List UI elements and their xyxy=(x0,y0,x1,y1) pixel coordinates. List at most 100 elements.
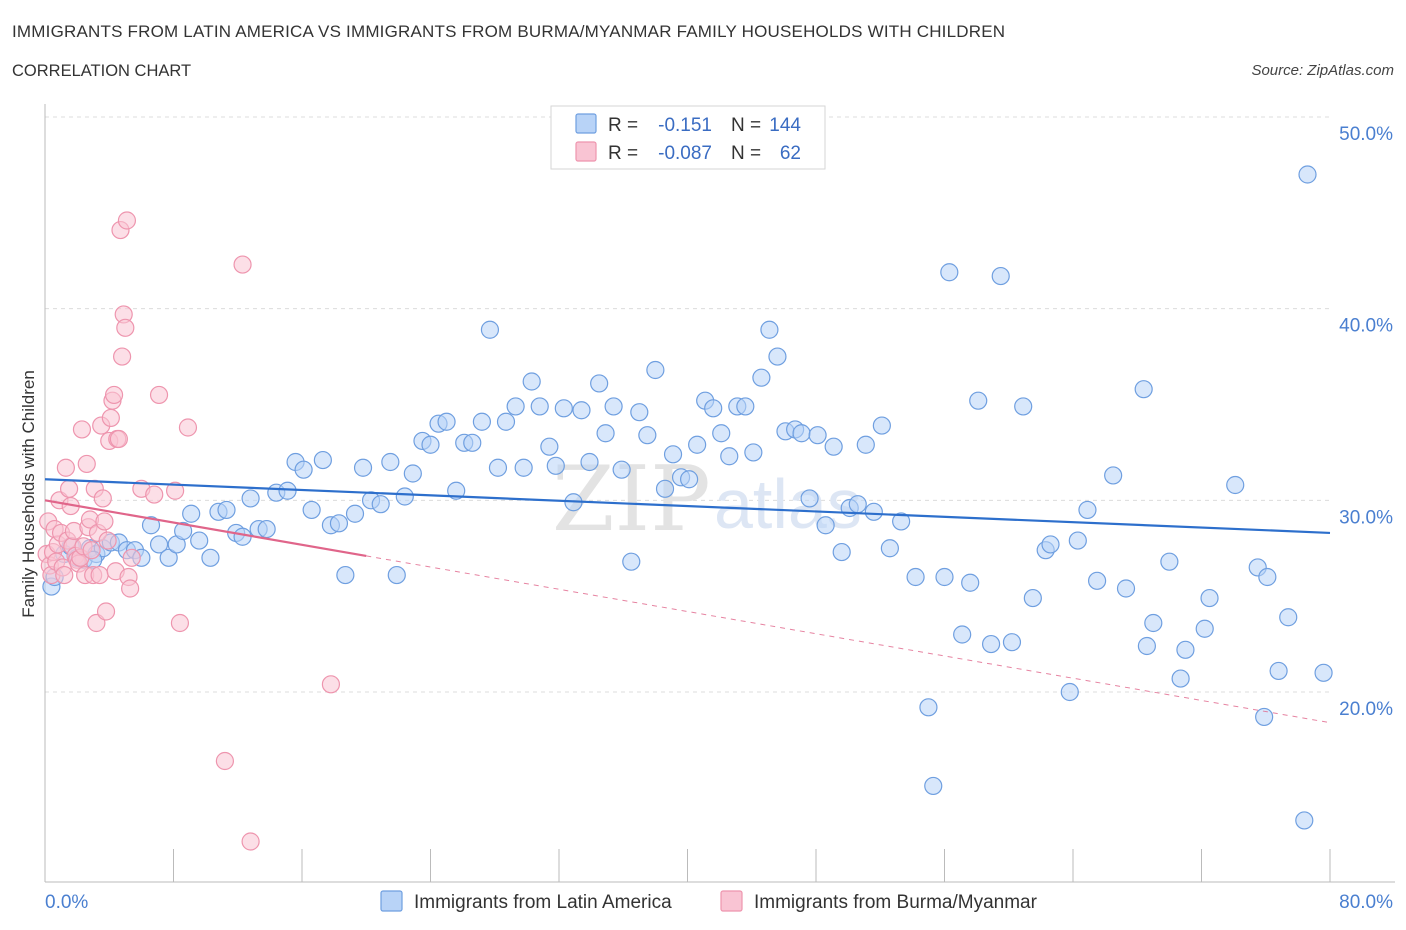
latin-america-point xyxy=(257,519,276,539)
latin-america-point xyxy=(1176,640,1195,659)
latin-america-point xyxy=(906,567,925,587)
latin-america-point xyxy=(704,399,723,418)
stats-n-value-latin: 144 xyxy=(769,115,801,136)
latin-america-point xyxy=(808,426,827,445)
chart-title: IMMIGRANTS FROM LATIN AMERICA VS IMMIGRA… xyxy=(12,22,1006,41)
burma-myanmar-point xyxy=(166,481,185,500)
latin-america-point xyxy=(141,516,161,535)
latin-america-point xyxy=(872,416,891,435)
latin-america-point xyxy=(792,424,811,443)
latin-america-point xyxy=(638,426,657,445)
gridlines xyxy=(45,116,1330,693)
legend-swatch-burma xyxy=(720,890,743,912)
stats-r-value-burma: -0.087 xyxy=(658,143,712,164)
latin-america-point xyxy=(1002,633,1022,652)
latin-america-point xyxy=(336,565,355,585)
burma-myanmar-point xyxy=(59,479,79,498)
latin-america-point xyxy=(278,481,297,500)
latin-america-point xyxy=(612,460,631,479)
stats-box: R = -0.151 N = 144 R = -0.087 N = 62 xyxy=(550,105,826,170)
latin-america-point xyxy=(1087,571,1107,590)
latin-america-point xyxy=(1226,475,1245,495)
legend: Immigrants from Latin America Immigrants… xyxy=(380,890,1038,913)
latin-america-point xyxy=(580,452,599,472)
latin-america-point xyxy=(961,573,980,592)
stats-n-value-burma: 62 xyxy=(780,143,801,164)
latin-america-point xyxy=(371,495,390,514)
latin-america-point xyxy=(712,424,731,443)
latin-america-point xyxy=(345,504,365,523)
latin-america-point xyxy=(1279,608,1298,627)
latin-america-point xyxy=(546,456,565,475)
latin-america-point xyxy=(981,634,1001,654)
stats-swatch-latin xyxy=(575,113,597,134)
latin-america-point xyxy=(832,542,851,562)
latin-america-point xyxy=(1160,552,1179,571)
latin-america-point xyxy=(940,263,959,282)
latin-america-point xyxy=(800,489,819,508)
latin-america-point xyxy=(395,487,414,506)
latin-america-point xyxy=(387,565,406,585)
trendline-burma-myanmar xyxy=(44,499,367,558)
stats-r-label-latin: R = xyxy=(608,115,638,136)
latin-america-point xyxy=(919,698,938,717)
burma-myanmar-point xyxy=(77,454,96,474)
latin-america-point xyxy=(1200,588,1219,608)
latin-america-point xyxy=(768,347,787,366)
burma-myanmar-point xyxy=(149,385,169,405)
latin-america-point xyxy=(1298,165,1317,184)
latin-america-point xyxy=(496,412,516,431)
latin-america-point xyxy=(736,397,755,416)
stats-n-label-burma: N = xyxy=(731,143,761,164)
latin-america-point xyxy=(174,521,193,541)
latin-america-point xyxy=(824,437,843,456)
latin-america-point xyxy=(953,625,972,644)
latin-america-point xyxy=(1269,661,1288,681)
latin-america-point xyxy=(217,500,236,520)
latin-america-point xyxy=(421,435,440,454)
latin-america-point xyxy=(463,433,482,452)
burma-myanmar-point xyxy=(104,385,124,405)
burma-myanmar-point xyxy=(72,420,92,439)
latin-america-point xyxy=(572,401,591,420)
y-tick-label: 40.0% xyxy=(1339,316,1393,337)
stats-swatch-burma xyxy=(575,141,597,162)
latin-america-point xyxy=(182,504,201,523)
latin-america-point xyxy=(1023,588,1042,608)
latin-america-point xyxy=(313,450,332,470)
trendlines xyxy=(44,478,1331,724)
latin-america-point xyxy=(596,424,615,443)
burma-myanmar-point xyxy=(178,418,198,437)
latin-america-point xyxy=(437,412,456,431)
latin-america-point xyxy=(848,495,867,514)
burma-myanmar-point xyxy=(112,347,132,366)
latin-america-point xyxy=(604,397,623,416)
latin-america-point xyxy=(1255,707,1274,727)
latin-america-point xyxy=(201,548,220,567)
latin-america-point xyxy=(752,368,771,387)
burma-myanmar-point xyxy=(90,565,109,585)
latin-america-point xyxy=(622,552,641,571)
latin-america-point xyxy=(856,435,875,454)
latin-america-point xyxy=(447,481,466,500)
trendline-burma-myanmar-extension xyxy=(366,555,1331,724)
y-tick-label: 20.0% xyxy=(1339,699,1393,720)
latin-america-point xyxy=(190,531,209,550)
latin-america-point xyxy=(760,320,779,339)
burma-myanmar-point xyxy=(215,751,234,771)
chart-subtitle: CORRELATION CHART xyxy=(12,62,192,80)
latin-america-point xyxy=(506,397,525,416)
stats-n-label-latin: N = xyxy=(731,115,761,136)
latin-america-point xyxy=(663,445,683,464)
latin-america-point xyxy=(680,470,699,489)
source-label: Source: ZipAtlas.com xyxy=(1251,62,1394,79)
latin-america-point xyxy=(1171,669,1190,688)
latin-america-point xyxy=(1314,663,1333,682)
latin-america-point xyxy=(149,535,169,554)
latin-america-point xyxy=(935,567,954,587)
latin-america-point xyxy=(1134,380,1153,399)
y-tick-label: 50.0% xyxy=(1339,124,1393,145)
burma-myanmar-point xyxy=(96,602,116,621)
burma-myanmar-point xyxy=(241,832,260,851)
